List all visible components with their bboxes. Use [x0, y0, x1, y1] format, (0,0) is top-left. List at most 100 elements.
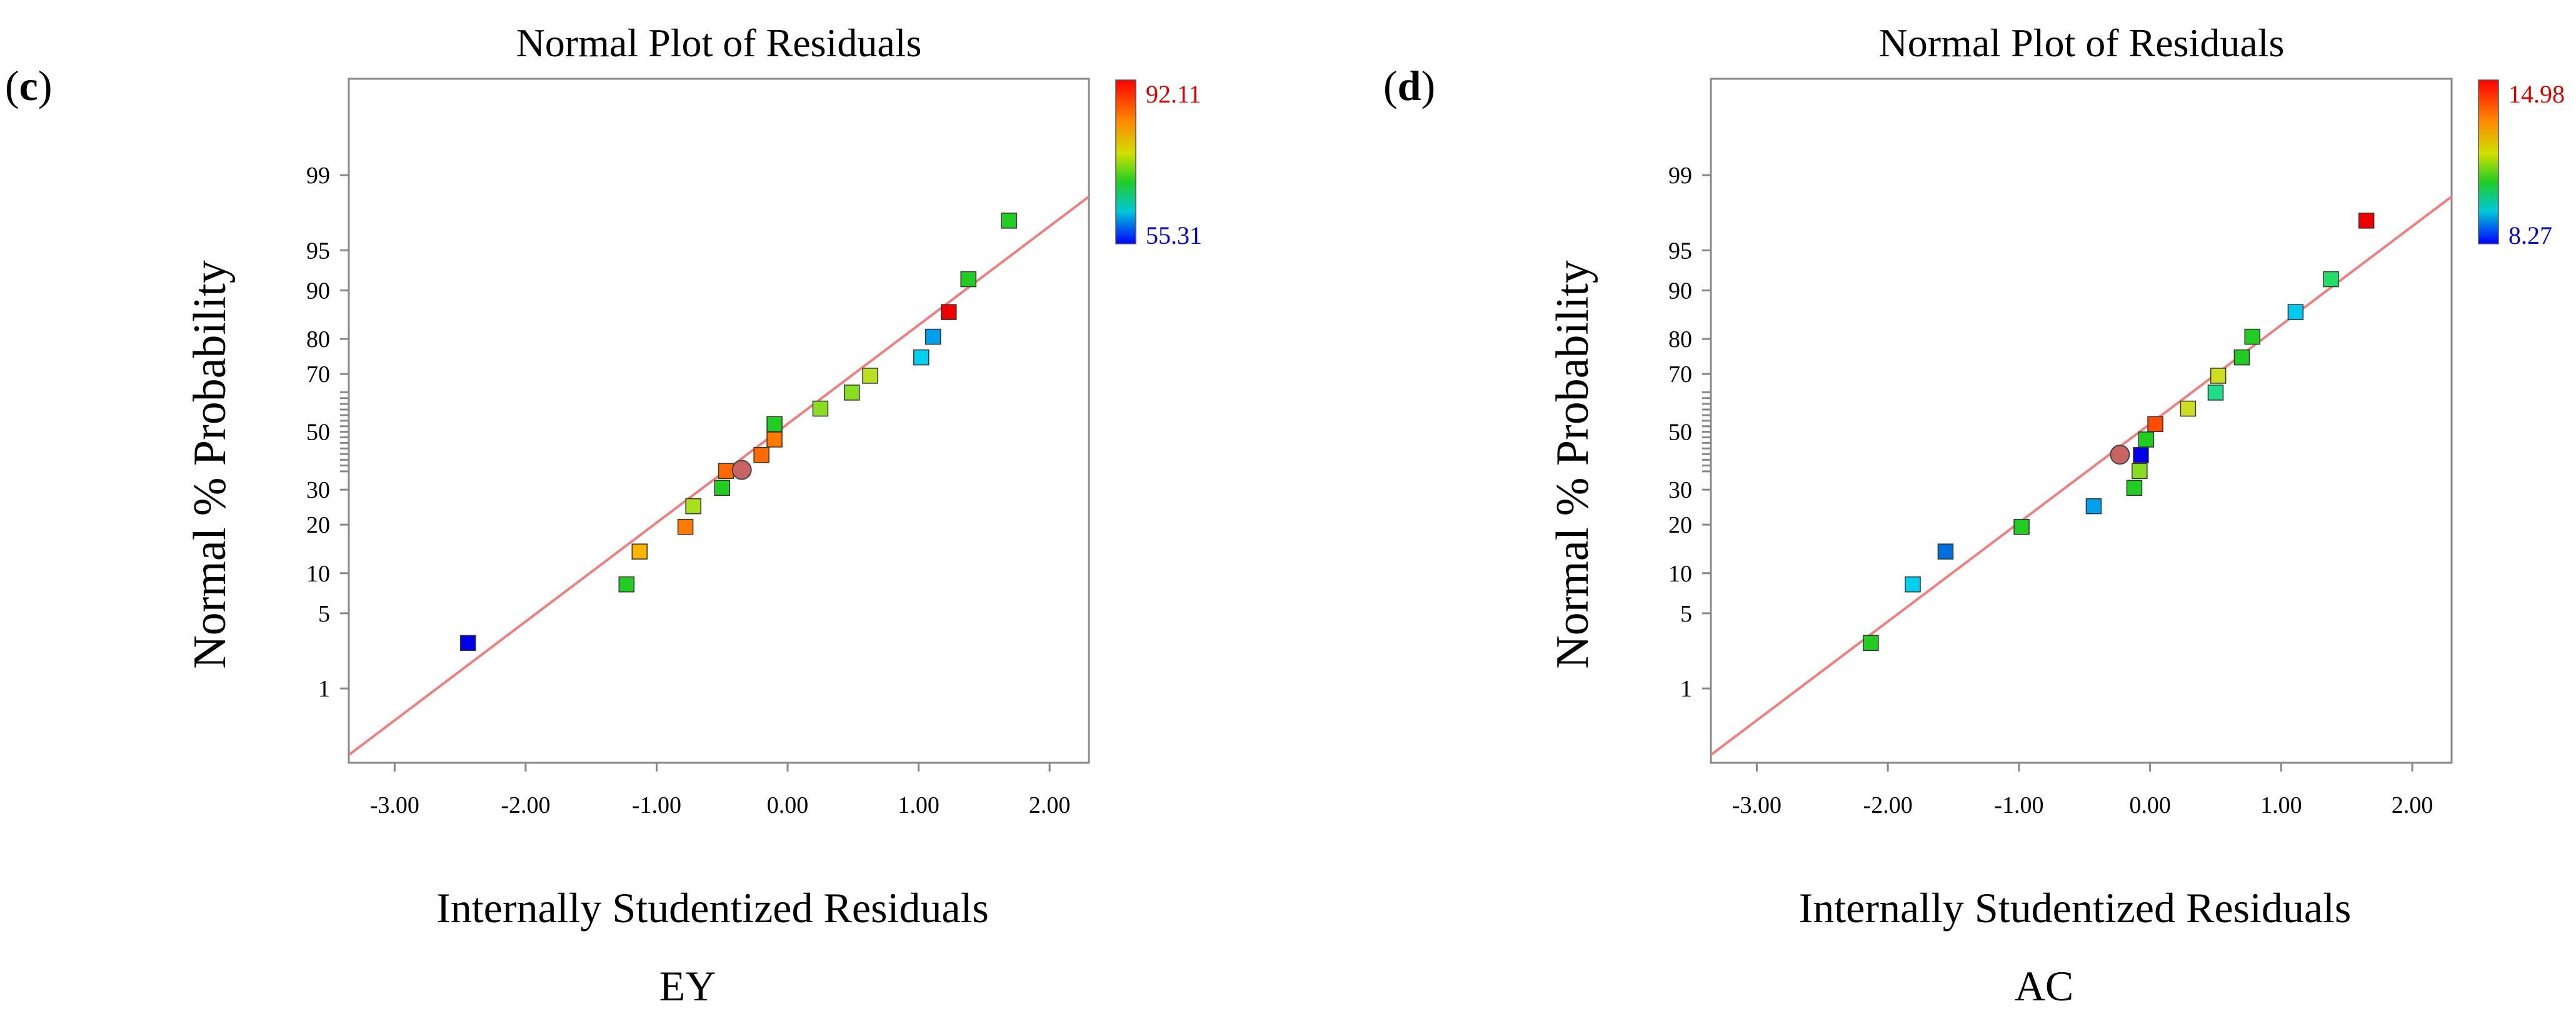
colorbar — [2478, 79, 2499, 244]
data-point[interactable] — [862, 368, 878, 384]
y-axis-label: Normal % Probability — [184, 260, 236, 669]
data-point[interactable] — [718, 463, 734, 480]
panel-label: (c) — [5, 62, 53, 109]
x-tick-label: 1.00 — [898, 792, 940, 818]
y-tick-label: 70 — [1668, 361, 1692, 388]
y-tick-label: 50 — [306, 420, 330, 446]
y-tick-label: 1 — [318, 676, 330, 702]
panel-label-letter: c — [19, 62, 38, 109]
y-tick-label: 10 — [306, 561, 330, 587]
panel-label: (d) — [1383, 62, 1435, 109]
colorbar-max-label: 14.98 — [2508, 80, 2565, 108]
data-point[interactable] — [459, 635, 476, 651]
data-point[interactable] — [714, 480, 730, 496]
data-point[interactable] — [2138, 431, 2155, 448]
y-tick-label: 30 — [306, 477, 330, 503]
fit-line — [1711, 195, 2452, 757]
chart-panel-c: (c) Normal Plot of Residuals 1 5 10 20 30 50 70 8… — [5, 21, 1202, 1010]
y-tick-label: 5 — [318, 601, 330, 627]
colorbar — [1115, 79, 1136, 244]
x-tick-label: -2.00 — [1863, 792, 1913, 818]
data-point[interactable] — [753, 447, 769, 463]
data-point[interactable] — [2013, 518, 2030, 535]
data-point[interactable] — [1863, 635, 1879, 651]
x-tick-label: -2.00 — [501, 792, 550, 818]
data-point[interactable] — [631, 543, 648, 560]
data-point[interactable] — [1905, 576, 1921, 593]
x-tick-label: -3.00 — [370, 792, 419, 818]
colorbar-min-label: 55.31 — [1146, 221, 1202, 249]
y-tick-label: 20 — [306, 512, 330, 538]
y-tick-label: 50 — [1668, 420, 1692, 446]
y-tick-label: 99 — [306, 163, 330, 189]
panel-caption: EY — [659, 962, 716, 1010]
x-tick-label: -1.00 — [632, 792, 681, 818]
y-tick-label: 70 — [306, 361, 330, 388]
panel-label-open-paren: ( — [1383, 62, 1398, 109]
data-point[interactable] — [1001, 213, 1017, 229]
chart-title: Normal Plot of Residuals — [1879, 21, 2285, 65]
x-tick-label: 2.00 — [1029, 792, 1071, 818]
y-tick-label: 5 — [1680, 601, 1692, 627]
data-point[interactable] — [843, 385, 860, 401]
panel-label-letter: d — [1398, 62, 1421, 109]
data-point[interactable] — [2085, 498, 2102, 515]
data-point[interactable] — [2132, 463, 2148, 480]
data-point[interactable] — [2126, 480, 2143, 496]
data-point[interactable] — [960, 271, 976, 288]
center-point[interactable] — [2110, 445, 2130, 465]
data-point[interactable] — [2210, 368, 2227, 384]
data-point[interactable] — [685, 498, 701, 515]
colorbar-min-label: 8.27 — [2508, 221, 2552, 249]
data-point[interactable] — [2180, 400, 2197, 417]
y-tick-label: 95 — [306, 238, 330, 264]
x-axis-label: Internally Studentized Residuals — [1799, 884, 2352, 932]
y-tick-label: 1 — [1680, 676, 1692, 702]
panel-label-close-paren: ) — [1421, 62, 1435, 109]
data-point[interactable] — [618, 576, 635, 593]
x-tick-label: 0.00 — [767, 792, 809, 818]
x-tick-label: -3.00 — [1732, 792, 1782, 818]
x-tick-label: 0.00 — [2129, 792, 2171, 818]
plot-area-frame — [348, 78, 1090, 764]
colorbar-max-label: 92.11 — [1146, 80, 1201, 108]
data-point[interactable] — [812, 400, 829, 417]
plot-area-frame — [1710, 78, 2453, 764]
y-tick-label: 90 — [306, 278, 330, 304]
x-tick-label: 2.00 — [2392, 792, 2433, 818]
x-tick-label: -1.00 — [1994, 792, 2043, 818]
data-point[interactable] — [2147, 416, 2163, 433]
y-tick-label: 99 — [1668, 163, 1692, 189]
data-point[interactable] — [766, 431, 783, 448]
data-point[interactable] — [941, 304, 957, 320]
data-point[interactable] — [2287, 304, 2304, 320]
chart-panel-d: (d) Normal Plot of Residuals 1 5 10 20 30 50 70 8… — [1383, 21, 2565, 1010]
center-point[interactable] — [731, 460, 752, 480]
data-point[interactable] — [2207, 385, 2224, 401]
x-axis-label: Internally Studentized Residuals — [436, 884, 989, 932]
data-point[interactable] — [2233, 349, 2250, 366]
data-point[interactable] — [2244, 328, 2260, 345]
y-tick-label: 80 — [306, 326, 330, 353]
y-tick-label: 90 — [1668, 278, 1692, 304]
y-axis-label: Normal % Probability — [1547, 260, 1598, 669]
data-point[interactable] — [913, 349, 930, 366]
panel-label-open-paren: ( — [5, 62, 19, 109]
data-point[interactable] — [1937, 543, 1954, 560]
data-point[interactable] — [925, 328, 941, 345]
panel-caption: AC — [2015, 962, 2073, 1010]
y-tick-label: 80 — [1668, 326, 1692, 353]
x-tick-label: 1.00 — [2260, 792, 2302, 818]
data-point[interactable] — [2133, 447, 2149, 463]
y-tick-label: 30 — [1668, 477, 1692, 503]
data-point[interactable] — [766, 416, 783, 433]
y-tick-label: 10 — [1668, 561, 1692, 587]
chart-title: Normal Plot of Residuals — [516, 21, 922, 65]
data-point[interactable] — [2358, 213, 2375, 229]
data-point[interactable] — [2323, 271, 2339, 288]
y-tick-label: 95 — [1668, 238, 1692, 264]
y-tick-label: 20 — [1668, 512, 1692, 538]
data-point[interactable] — [677, 518, 694, 535]
panel-label-close-paren: ) — [38, 62, 53, 109]
